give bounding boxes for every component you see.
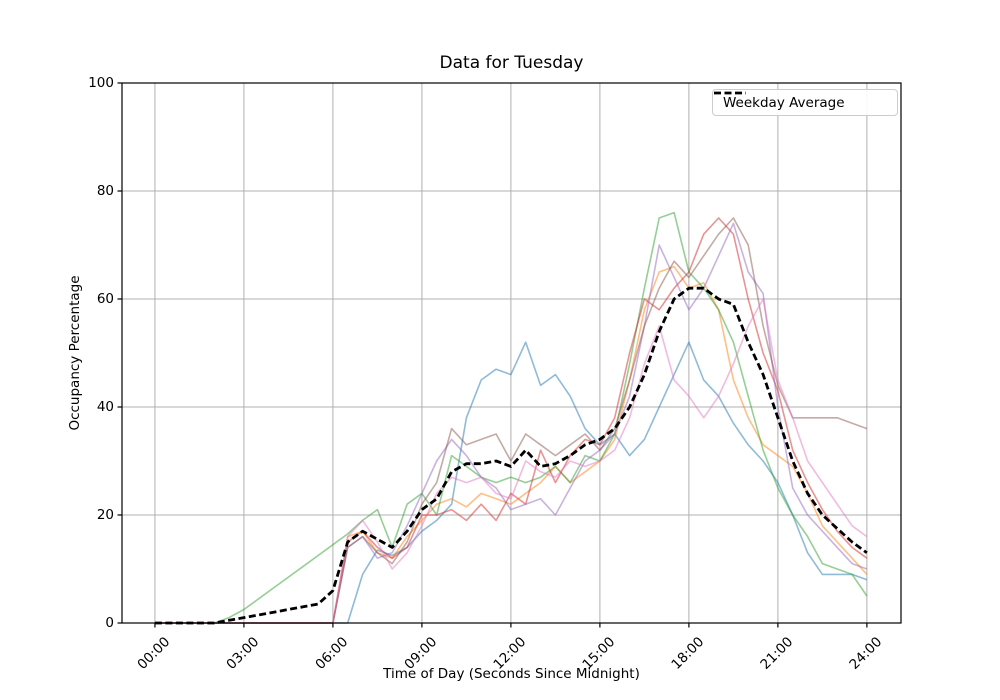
- y-tick-label: 20: [96, 507, 114, 523]
- y-tick-label: 0: [105, 615, 114, 631]
- y-tick-label: 80: [96, 183, 114, 199]
- y-tick-label: 100: [88, 75, 114, 91]
- legend-label: Weekday Average: [723, 94, 845, 111]
- axes-frame: [121, 82, 902, 624]
- series-line: [154, 211, 868, 624]
- y-tick-label: 40: [96, 399, 114, 415]
- average-line: [154, 286, 868, 625]
- legend: Weekday Average: [712, 89, 898, 116]
- y-tick-label: 60: [96, 291, 114, 307]
- chart-title: Data for Tuesday: [439, 53, 584, 73]
- legend-dash-sample-icon: [714, 91, 746, 95]
- x-axis-label: Time of Day (Seconds Since Midnight): [383, 666, 640, 682]
